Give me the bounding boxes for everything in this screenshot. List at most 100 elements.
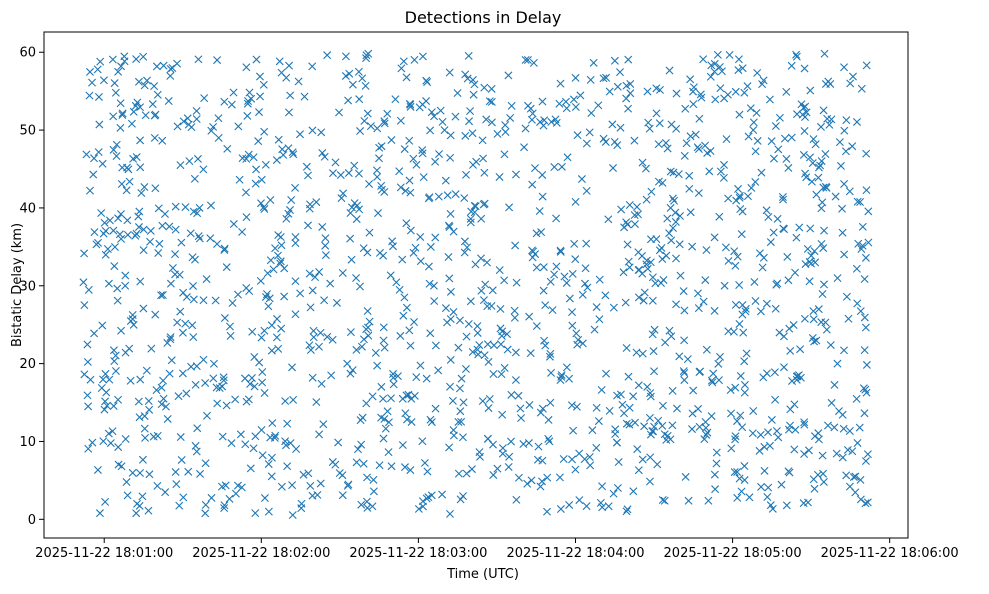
data-point: [384, 448, 393, 457]
data-point: [167, 356, 176, 365]
data-point: [839, 424, 848, 433]
data-point: [714, 376, 723, 385]
data-point: [314, 342, 323, 351]
data-point: [675, 352, 684, 361]
data-point: [114, 443, 123, 452]
data-point: [683, 355, 692, 364]
data-point: [686, 75, 695, 84]
data-point: [344, 169, 353, 178]
data-point: [416, 232, 425, 241]
data-point: [427, 418, 436, 427]
data-point: [786, 405, 795, 414]
data-point: [810, 484, 819, 493]
data-point: [172, 480, 181, 489]
data-point: [337, 194, 346, 203]
data-point: [469, 90, 478, 99]
data-point: [157, 383, 166, 392]
data-point: [661, 138, 670, 147]
data-point: [189, 281, 198, 290]
data-point: [396, 331, 405, 340]
data-point: [220, 501, 229, 510]
data-point: [112, 140, 121, 149]
data-point: [860, 275, 869, 284]
data-point: [429, 281, 438, 290]
data-point: [375, 143, 384, 152]
data-point: [604, 215, 613, 224]
data-point: [142, 366, 151, 375]
data-point: [426, 415, 435, 424]
data-point: [840, 346, 848, 355]
data-point: [827, 398, 836, 407]
data-point: [833, 359, 842, 368]
data-point: [771, 122, 780, 131]
data-point: [599, 134, 608, 143]
data-point: [528, 180, 537, 189]
data-point: [276, 257, 285, 266]
data-point: [621, 298, 630, 307]
data-point: [219, 373, 228, 382]
data-point: [753, 68, 762, 77]
data-point: [459, 492, 468, 501]
data-point: [406, 226, 415, 235]
data-point: [844, 314, 853, 323]
data-point: [609, 303, 618, 312]
data-point: [357, 500, 366, 509]
data-point: [540, 116, 549, 125]
data-point: [724, 327, 733, 336]
data-point: [663, 214, 672, 223]
data-point: [480, 83, 489, 92]
data-point: [347, 203, 356, 212]
data-point: [299, 470, 308, 479]
data-point: [556, 79, 565, 88]
data-point: [297, 504, 306, 513]
data-point: [229, 88, 238, 97]
x-tick-label: 2025-11-22 18:02:00: [192, 546, 330, 561]
data-point: [243, 99, 252, 108]
data-point: [145, 405, 154, 414]
data-point: [168, 264, 177, 272]
data-point: [355, 205, 364, 214]
data-point: [362, 497, 371, 506]
data-point: [592, 443, 601, 452]
data-point: [460, 194, 469, 203]
data-point: [623, 240, 632, 249]
data-point: [82, 150, 91, 159]
data-point: [792, 233, 801, 242]
data-point: [468, 348, 477, 356]
data-point: [736, 411, 745, 420]
data-point: [504, 71, 513, 80]
data-point: [103, 401, 111, 410]
data-point: [266, 196, 275, 204]
data-point: [802, 173, 811, 182]
data-point: [207, 126, 216, 135]
data-point: [475, 341, 484, 350]
data-point: [454, 417, 463, 426]
data-point: [652, 235, 661, 244]
data-point: [273, 314, 282, 323]
data-point: [809, 135, 818, 144]
data-point: [416, 257, 425, 266]
data-point: [531, 164, 539, 173]
data-point: [111, 367, 120, 375]
data-point: [693, 289, 702, 298]
data-point: [405, 176, 414, 185]
data-point: [861, 499, 870, 508]
data-point: [758, 263, 767, 272]
data-point: [571, 465, 580, 474]
data-point: [86, 186, 95, 195]
data-point: [222, 263, 231, 272]
data-point: [702, 345, 711, 354]
data-point: [116, 123, 125, 132]
data-point: [532, 322, 541, 331]
data-point: [758, 80, 767, 89]
data-point: [771, 395, 780, 404]
data-point: [375, 154, 384, 163]
data-point: [422, 374, 431, 383]
data-point: [383, 407, 392, 416]
data-point: [412, 373, 421, 382]
data-point: [258, 451, 267, 460]
data-point: [697, 93, 706, 102]
data-point: [546, 277, 555, 286]
data-point: [360, 116, 369, 125]
data-point: [498, 410, 507, 419]
